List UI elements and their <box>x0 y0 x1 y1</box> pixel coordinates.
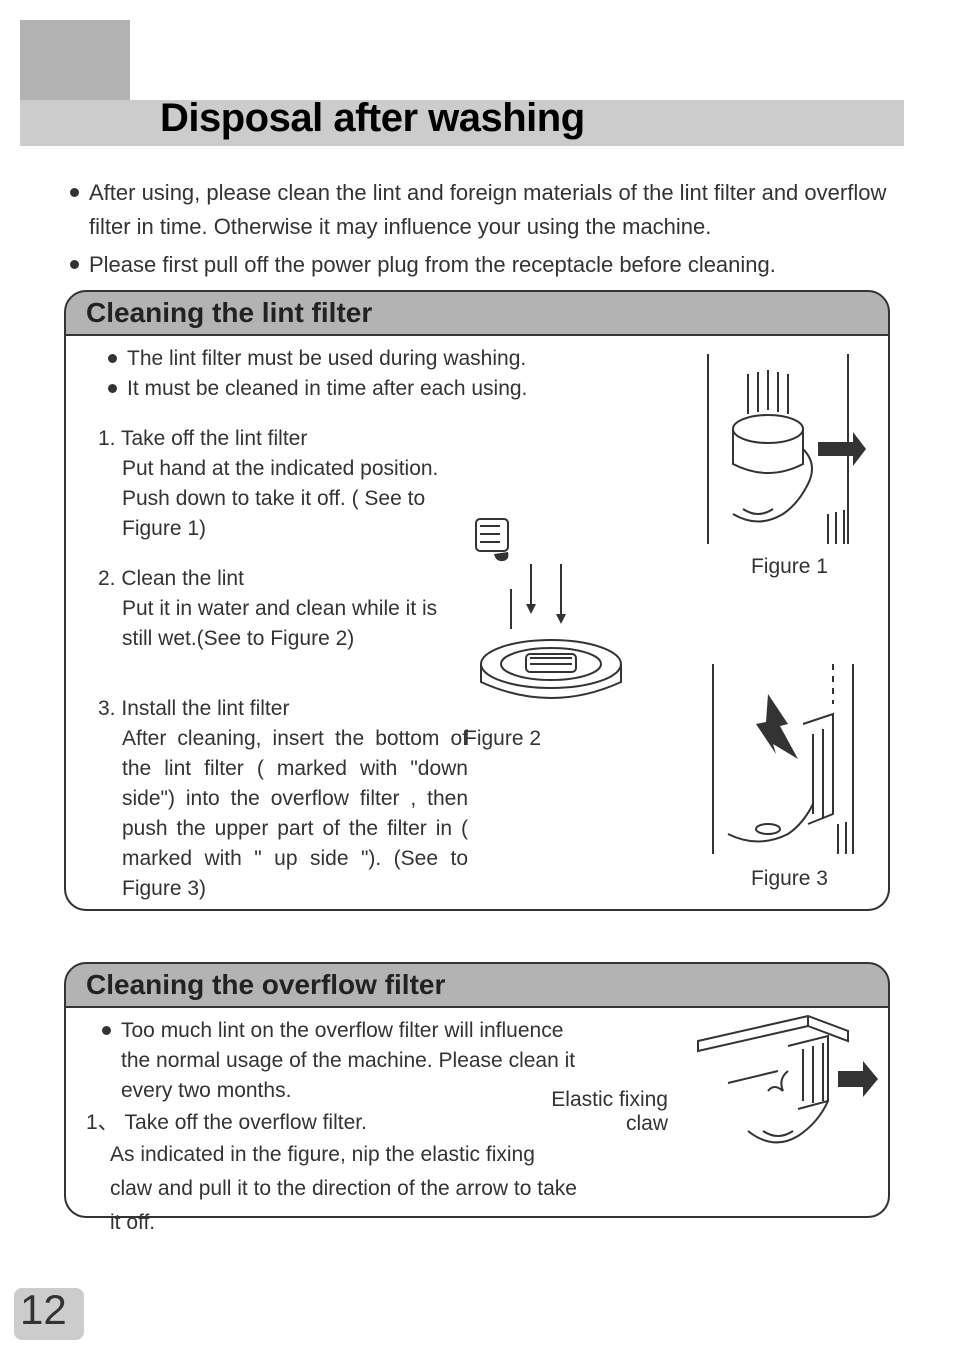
figure-3-label: Figure 3 <box>751 864 828 894</box>
section-overflow-filter: Cleaning the overflow filter Too much li… <box>64 1008 890 1218</box>
step-title: Take off the lint filter <box>121 427 307 450</box>
section-header-text: Cleaning the lint filter <box>86 297 372 329</box>
step-body: Put it in water and clean while it is st… <box>122 594 458 654</box>
overflow-filter-illustration <box>678 1011 878 1171</box>
lint-filter-remove-icon <box>678 354 868 544</box>
page-title: Disposal after washing <box>160 96 585 141</box>
bullet-dot-icon <box>102 1026 111 1035</box>
section-header-text: Cleaning the overflow filter <box>86 969 445 1001</box>
step: 2. Clean the lint Put it in water and cl… <box>98 564 458 654</box>
step-title: Take off the overflow filter. <box>125 1111 367 1134</box>
intro-bullet: After using, please clean the lint and f… <box>70 176 894 244</box>
bullet-dot-icon <box>108 384 117 393</box>
figure-1-label: Figure 1 <box>751 552 828 582</box>
overflow-filter-icon <box>678 1011 878 1171</box>
step-body: As indicated in the figure, nip the elas… <box>110 1138 580 1240</box>
step-number: 1、 <box>86 1111 119 1134</box>
intro-bullet: Please first pull off the power plug fro… <box>70 248 894 282</box>
step-number: 2. <box>98 567 116 590</box>
figure-2-label: Figure 2 <box>464 724 541 754</box>
intro-bullet-text: Please first pull off the power plug fro… <box>89 248 776 282</box>
section-lint-filter: Cleaning the lint filter The lint filter… <box>64 336 890 911</box>
step-number: 1. <box>98 427 116 450</box>
step: 3. Install the lint filter After cleanin… <box>98 694 468 904</box>
arrow-insert-icon <box>756 694 798 759</box>
step-body: Put hand at the indicated position. Push… <box>122 454 478 544</box>
clean-lint-icon <box>456 514 646 714</box>
install-filter-icon <box>688 664 868 854</box>
step-title: Clean the lint <box>121 567 244 590</box>
callout-text: Elastic fixingclaw <box>551 1088 668 1135</box>
intro-bullet-text: After using, please clean the lint and f… <box>89 176 894 244</box>
bullet-dot-icon <box>70 188 79 197</box>
arrow-right-icon <box>818 432 866 466</box>
page-number: 12 <box>20 1286 67 1334</box>
arrow-right-icon <box>838 1061 878 1097</box>
step: 1. Take off the lint filter Put hand at … <box>98 424 478 544</box>
section-bullet-text: Too much lint on the overflow filter wil… <box>121 1016 591 1106</box>
elastic-fixing-claw-label: Elastic fixingclaw <box>551 1088 668 1136</box>
section-body: The lint filter must be used during wash… <box>86 344 868 899</box>
section-bullet-text: It must be cleaned in time after each us… <box>127 374 527 404</box>
figure-3-illustration <box>688 664 868 854</box>
step-body: After cleaning, insert the bottom of the… <box>122 724 468 904</box>
section-bullet-text: The lint filter must be used during wash… <box>127 344 526 374</box>
figure-2-illustration <box>456 514 646 714</box>
step-number: 3. <box>98 697 116 720</box>
bullet-dot-icon <box>70 260 79 269</box>
figure-1-illustration <box>678 354 868 544</box>
bullet-dot-icon <box>108 354 117 363</box>
section-body: Too much lint on the overflow filter wil… <box>86 1016 868 1206</box>
intro-text: After using, please clean the lint and f… <box>70 176 894 286</box>
step-title: Install the lint filter <box>121 697 289 720</box>
section-header: Cleaning the overflow filter <box>64 962 890 1008</box>
manual-page: Disposal after washing After using, plea… <box>0 0 954 1354</box>
section-header: Cleaning the lint filter <box>64 290 890 336</box>
